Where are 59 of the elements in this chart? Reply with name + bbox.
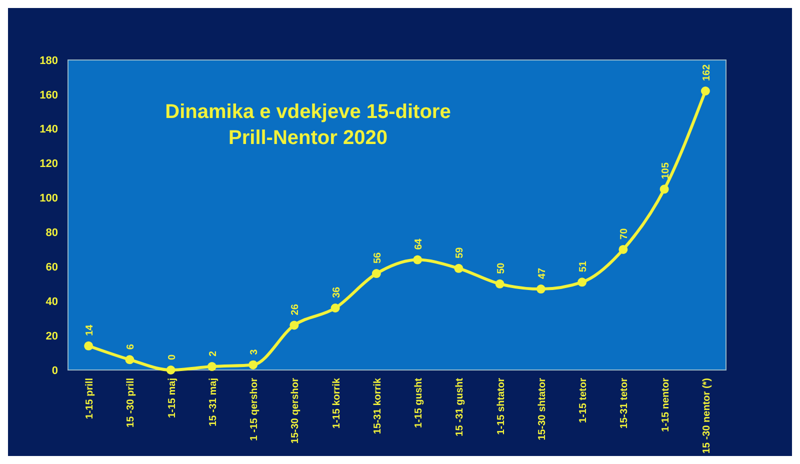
y-tick-label: 100 [40, 192, 58, 205]
data-label: 6 [126, 344, 137, 350]
y-tick-label: 0 [52, 364, 58, 377]
x-tick-label: 15-30 shtator [536, 378, 548, 440]
text: Dinamika e vdekjeve 15-ditore Prill-Nentor 2020 [165, 101, 451, 149]
y-tick-label: 20 [46, 330, 58, 342]
y-tick-label: 80 [46, 227, 58, 240]
x-tick-label: 1 -15 qershor [249, 378, 260, 441]
data-label: 64 [414, 238, 425, 250]
point [125, 355, 134, 364]
y-tick-label: 160 [40, 89, 58, 102]
data-label: 51 [578, 260, 590, 272]
x-tick-label: 1-15 tetor [578, 378, 590, 424]
data-label: 162 [701, 64, 712, 81]
x-tick-label: 15 -31 gusht [454, 377, 466, 436]
point [700, 86, 710, 96]
y-tick-label: 60 [46, 262, 58, 274]
point [536, 284, 546, 294]
data-label: 70 [619, 228, 630, 240]
x-tick-label: 15 -30 prill [126, 378, 137, 428]
data-label: 50 [496, 262, 507, 274]
x-tick-label: 15-30 qershor [290, 378, 302, 444]
x-tick-label: 1-15 shtator [496, 378, 507, 435]
data-label: 36 [331, 286, 342, 298]
y-tick-label: 180 [40, 54, 58, 67]
point [248, 360, 258, 370]
point [290, 320, 299, 330]
point [166, 366, 176, 374]
x-tick-label: 1-15 gusht [414, 377, 425, 428]
data-label: 0 [166, 354, 178, 360]
data-label: 59 [454, 246, 466, 258]
x-tick-label: 1-15 nentor [660, 378, 672, 432]
x-tick-label: 1-15 maj [166, 378, 178, 418]
y-tick-label: 40 [46, 296, 58, 308]
point [413, 255, 422, 264]
y-tick-label: 120 [40, 158, 58, 170]
x-tick-label: 1-15 korrik [331, 378, 342, 429]
point [618, 244, 628, 254]
point [372, 269, 381, 278]
x-tick-label: 15 -31 maj [208, 378, 219, 426]
point [207, 362, 216, 372]
point [84, 341, 94, 350]
point [330, 304, 340, 312]
x-tick-label: 15-31 tetor [619, 378, 630, 429]
x-tick-label: 15-31 korrik [372, 378, 384, 434]
data-label: 105 [660, 162, 672, 180]
data-label: 2 [208, 350, 219, 357]
data-label: 47 [536, 267, 548, 280]
data-label: 14 [84, 324, 96, 336]
x-tick-label: 15 -30 nentor (*) [701, 378, 712, 454]
data-label: 3 [249, 348, 260, 355]
data-label: 26 [290, 304, 302, 316]
point [454, 264, 464, 273]
point [660, 184, 669, 194]
y-tick-label: 140 [40, 124, 58, 136]
point [495, 279, 504, 288]
data-label: 56 [372, 252, 384, 264]
point [578, 278, 587, 287]
x-tick-label: 1-15 prill [84, 378, 96, 420]
